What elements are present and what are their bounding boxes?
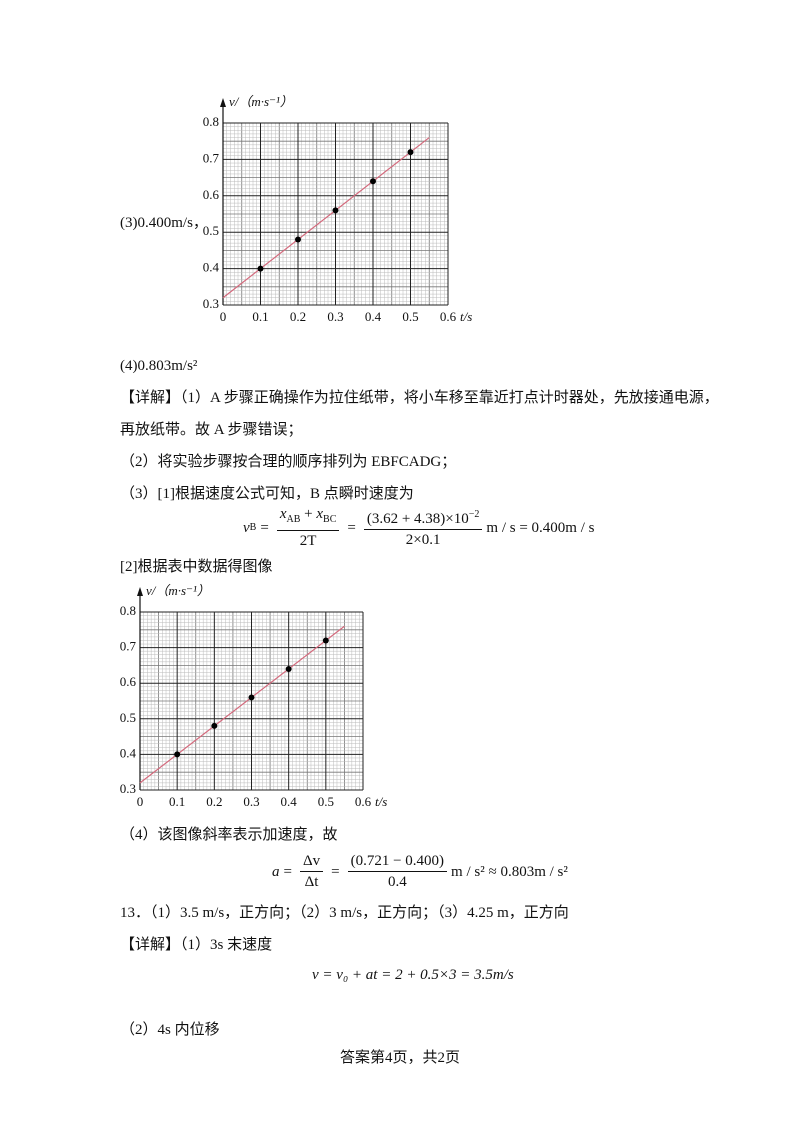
y-tick-label: 0.4 <box>203 260 220 275</box>
v-t-chart: 0 0.1 0.2 0.3 0.4 0.5 0.6 0.3 0.4 0.5 0.6 0.7 0.8 v/（… <box>120 583 388 809</box>
numerator: (0.721 − 0.400) <box>347 852 448 872</box>
x-tick-label: 0.2 <box>206 794 222 809</box>
fraction: Δv Δt <box>299 852 324 891</box>
data-point <box>322 637 329 644</box>
y-tick-label: 0.7 <box>120 639 137 654</box>
fit-line <box>222 137 430 299</box>
fraction: (0.721 − 0.400) 0.4 <box>347 852 448 891</box>
paragraph: [2]根据表中数据得图像 <box>120 559 273 575</box>
op: = <box>260 519 269 536</box>
y-tick-label: 0.8 <box>203 114 219 129</box>
numerator: (3.62 + 4.38)×10−2 <box>363 506 483 530</box>
x-tick-label: 0.4 <box>365 309 382 324</box>
answer: (3)0.400m/s， <box>120 215 208 231</box>
x-tick-label: 0.6 <box>440 309 457 324</box>
numerator: xAB + xBC <box>276 505 340 531</box>
x-tick-label: 0.5 <box>318 794 334 809</box>
y-axis-arrow <box>220 98 226 107</box>
x-axis-label: t/s <box>375 794 387 809</box>
v-t-chart: 0 0.1 0.2 0.3 0.4 0.5 0.6 0.3 0.4 0.5 0.6 0.7 0.8 v/（… <box>203 94 473 324</box>
answer: (4)0.803m/s² <box>120 358 198 374</box>
data-point <box>211 722 218 729</box>
y-tick-label: 0.3 <box>120 781 136 796</box>
data-point <box>407 149 414 156</box>
formula: v = v₀ + at = 2 + 0.5×3 = 3.5m/s <box>312 967 514 983</box>
paragraph: 再放纸带。故 A 步骤错误； <box>120 422 303 438</box>
text: m / s = 0.400m / s <box>486 519 595 536</box>
data-point <box>332 207 339 214</box>
op: = <box>331 863 340 880</box>
fraction: (3.62 + 4.38)×10−2 2×0.1 <box>363 506 483 549</box>
y-tick-label: 0.3 <box>203 296 219 311</box>
x-tick-label: 0.3 <box>327 309 343 324</box>
x-tick-label: 0.1 <box>252 309 268 324</box>
x-tick-label: 0 <box>137 794 144 809</box>
x-tick-label: 0 <box>220 309 227 324</box>
paragraph: 13．（1）3.5 m/s，正方向；（2）3 m/s，正方向；（3）4.25 m… <box>120 905 569 921</box>
y-tick-label: 0.6 <box>120 674 137 689</box>
x-tick-label: 0.5 <box>402 309 418 324</box>
y-tick-label: 0.7 <box>203 150 220 165</box>
y-tick-label: 0.5 <box>120 710 136 725</box>
paragraph: 【详解】（1）3s 末速度 <box>120 937 273 953</box>
var: x <box>279 506 287 522</box>
x-axis-label: t/s <box>460 309 472 324</box>
op: = <box>347 519 356 536</box>
sub: AB <box>286 514 301 525</box>
var: x <box>316 506 324 522</box>
y-tick-label: 0.6 <box>203 187 220 202</box>
numerator: Δv <box>299 852 324 872</box>
denominator: Δt <box>304 874 319 890</box>
fit-line <box>139 625 345 784</box>
paragraph: （2）将实验步骤按合理的顺序排列为 EBFCADG； <box>120 454 457 470</box>
y-tick-label: 0.5 <box>203 223 219 238</box>
formula: a = Δv Δt = (0.721 − 0.400) 0.4 m / s² ≈… <box>272 852 568 891</box>
text: (3.62 + 4.38)×10 <box>366 511 469 527</box>
x-tick-label: 0.3 <box>243 794 259 809</box>
denominator: 2×0.1 <box>405 532 441 548</box>
var: v <box>243 519 250 536</box>
sup: −2 <box>468 509 480 520</box>
data-point <box>248 694 255 701</box>
sub: BC <box>323 514 337 525</box>
denominator: 2T <box>299 533 317 549</box>
text: m / s² ≈ 0.803m / s² <box>451 863 568 880</box>
data-point <box>285 665 292 672</box>
y-tick-label: 0.8 <box>120 603 136 618</box>
sub: B <box>249 521 257 533</box>
y-axis-label: v/（m·s⁻¹） <box>146 583 210 598</box>
data-point <box>257 265 264 272</box>
data-point <box>295 236 301 243</box>
paragraph: 【详解】（1）A 步骤正确操作为拉住纸带，将小车移至靠近打点计时器处，先放接通电… <box>120 390 719 406</box>
x-tick-label: 0.4 <box>281 794 298 809</box>
footer: 答案第4页，共2页 <box>339 1050 460 1066</box>
op: = <box>283 863 292 880</box>
x-tick-label: 0.6 <box>355 794 372 809</box>
op: + <box>304 506 313 522</box>
paragraph: （2）4s 内位移 <box>120 1022 220 1038</box>
data-point <box>370 178 376 185</box>
data-point <box>174 751 181 758</box>
y-axis-arrow <box>137 587 143 596</box>
denominator: 0.4 <box>387 874 407 890</box>
y-tick-label: 0.4 <box>120 745 137 760</box>
x-tick-label: 0.1 <box>169 794 185 809</box>
fraction: xAB + xBC 2T <box>276 505 340 550</box>
var: a <box>272 863 280 880</box>
paragraph: （3）[1]根据速度公式可知，B 点瞬时速度为 <box>120 486 414 502</box>
paragraph: （4）该图像斜率表示加速度，故 <box>120 827 338 843</box>
x-tick-label: 0.2 <box>290 309 306 324</box>
y-axis-label: v/（m·s⁻¹） <box>229 94 293 109</box>
